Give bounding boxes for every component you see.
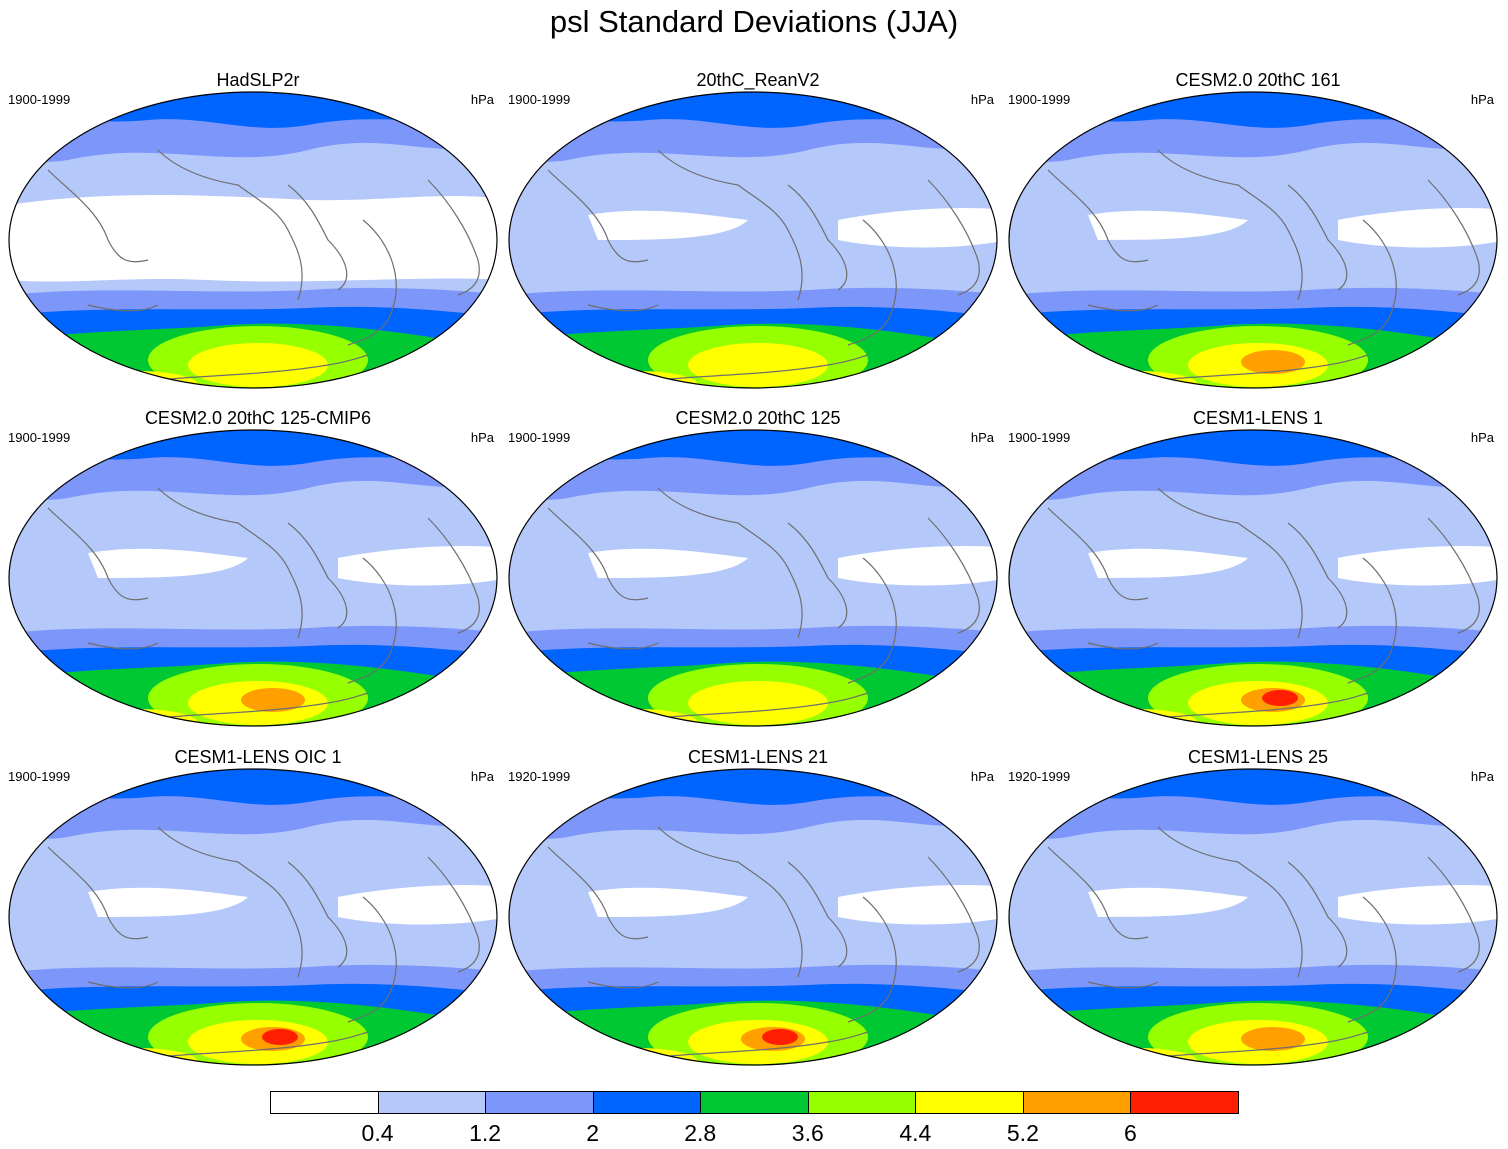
panel-title: CESM2.0 20thC 125: [675, 408, 841, 428]
colorbar-swatch: [700, 1091, 808, 1114]
panel-units: hPa: [1470, 769, 1494, 784]
panel-units: hPa: [470, 92, 494, 107]
panel-title: 20thC_ReanV2: [696, 70, 820, 90]
panel-period: 1900-1999: [8, 769, 71, 784]
colorbar-label: 0.4: [361, 1120, 394, 1146]
panel-period: 1900-1999: [508, 430, 571, 445]
map-panel: HadSLP2r 1900-1999 hPa: [8, 70, 508, 410]
colorbar-swatch: [1130, 1091, 1239, 1114]
world-map: [8, 429, 498, 727]
colorbar-swatch: [592, 1091, 701, 1114]
map-panel: CESM1-LENS OIC 1 1900-1999 hPa: [8, 747, 508, 1087]
panel-units: hPa: [470, 769, 494, 784]
panel-units: hPa: [970, 92, 994, 107]
world-map: [508, 91, 998, 389]
world-map: [508, 768, 998, 1066]
panel-units: hPa: [1470, 92, 1494, 107]
map-panel: 20thC_ReanV2 1900-1999 hPa: [508, 70, 1008, 410]
panel-title: HadSLP2r: [216, 70, 300, 90]
panel-title: CESM1-LENS OIC 1: [174, 747, 342, 767]
colorbar-label: 2.8: [684, 1120, 717, 1146]
panel-period: 1920-1999: [508, 769, 571, 784]
panel-units: hPa: [970, 430, 994, 445]
world-map: [1008, 429, 1498, 727]
panel-period: 1900-1999: [8, 430, 71, 445]
colorbar-swatch: [485, 1091, 593, 1114]
colorbar-swatch: [377, 1091, 486, 1114]
panel-period: 1900-1999: [1008, 92, 1071, 107]
panel-title: CESM1-LENS 1: [1192, 408, 1324, 428]
world-map: [8, 91, 498, 389]
panel-title: CESM2.0 20thC 161: [1175, 70, 1341, 90]
map-panel: CESM1-LENS 21 1920-1999 hPa: [508, 747, 1008, 1087]
panel-units: hPa: [470, 430, 494, 445]
panel-period: 1900-1999: [8, 92, 71, 107]
colorbar-label: 4.4: [899, 1120, 932, 1146]
map-panel: CESM1-LENS 1 1900-1999 hPa: [1008, 408, 1508, 748]
figure-title: psl Standard Deviations (JJA): [549, 4, 959, 39]
colorbar-label: 1.2: [469, 1120, 502, 1146]
map-panel: CESM2.0 20thC 161 1900-1999 hPa: [1008, 70, 1508, 410]
world-map: [8, 768, 498, 1066]
world-map: [1008, 768, 1498, 1066]
panel-units: hPa: [1470, 430, 1494, 445]
colorbar-label: 2: [586, 1120, 600, 1146]
world-map: [1008, 91, 1498, 389]
panel-title: CESM1-LENS 25: [1187, 747, 1329, 767]
world-map: [508, 429, 998, 727]
map-panel: CESM2.0 20thC 125-CMIP6 1900-1999 hPa: [8, 408, 508, 748]
panel-title: CESM1-LENS 21: [687, 747, 829, 767]
map-panel: CESM1-LENS 25 1920-1999 hPa: [1008, 747, 1508, 1087]
colorbar-label: 3.6: [791, 1120, 824, 1146]
panel-period: 1920-1999: [1008, 769, 1071, 784]
map-panel: CESM2.0 20thC 125 1900-1999 hPa: [508, 408, 1008, 748]
panel-title: CESM2.0 20thC 125-CMIP6: [144, 408, 372, 428]
panel-period: 1900-1999: [1008, 430, 1071, 445]
colorbar-swatch: [1022, 1091, 1131, 1114]
panel-units: hPa: [970, 769, 994, 784]
colorbar-swatch: [915, 1091, 1023, 1114]
colorbar-label: 5.2: [1006, 1120, 1039, 1146]
colorbar-swatch: [807, 1091, 916, 1114]
colorbar-label: 6: [1124, 1120, 1137, 1146]
colorbar-swatch: [270, 1091, 378, 1114]
colorbar: [270, 1091, 1239, 1114]
panel-period: 1900-1999: [508, 92, 571, 107]
